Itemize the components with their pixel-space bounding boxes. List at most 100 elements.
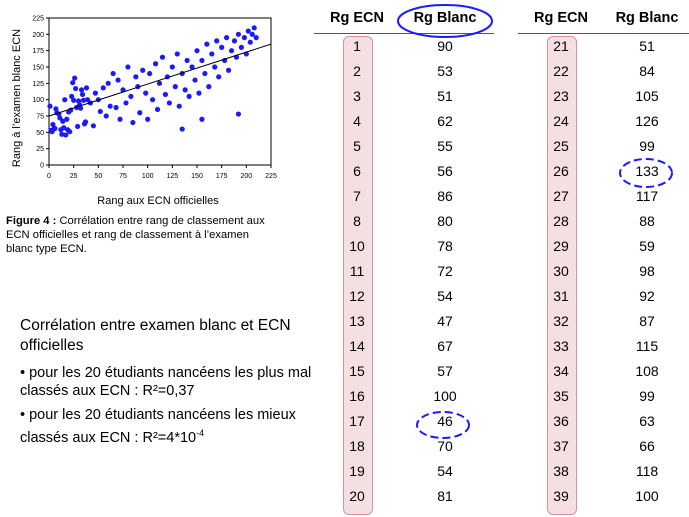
y-tick-label: 200 (32, 32, 44, 39)
right-rank-cell: 39 (553, 488, 569, 504)
y-tick-label: 100 (32, 97, 44, 104)
data-point (100, 85, 106, 91)
data-point (63, 132, 69, 138)
data-point (69, 93, 75, 99)
right-rank-cell: 27 (553, 188, 569, 204)
data-point (130, 119, 136, 126)
data-point (79, 91, 86, 98)
data-point (189, 64, 195, 70)
left-blank-cell: 90 (437, 38, 453, 54)
data-point (166, 100, 172, 106)
right-blank-cell: 59 (639, 238, 655, 254)
right-rank-cell: 26 (553, 163, 569, 179)
x-tick-label: 225 (265, 173, 277, 180)
left-rank-cell: 16 (349, 388, 365, 404)
data-point (199, 116, 205, 122)
right-rank-cell: 33 (553, 338, 569, 354)
right-rank-cell: 24 (553, 113, 569, 129)
right-rank-cell: 30 (553, 263, 569, 279)
data-point (156, 80, 163, 86)
left-rank-cell: 6 (353, 163, 361, 179)
left-blank-cell: 72 (437, 263, 453, 279)
data-point (140, 67, 146, 73)
plot-frame (48, 17, 272, 166)
data-point (83, 85, 90, 91)
bullet-best-20-exponent: -4 (196, 428, 205, 438)
left-rank-cell: 5 (353, 138, 361, 154)
left-rank-cell: 15 (349, 363, 365, 379)
right-rank-cell: 23 (553, 88, 569, 104)
data-point (137, 110, 143, 116)
correlation-heading: Corrélation entre examen blanc et ECN of… (20, 317, 291, 354)
right-rank-cell: 35 (553, 388, 569, 404)
y-tick-label: 75 (36, 114, 44, 121)
right-header-rank: Rg ECN (534, 10, 588, 26)
left-rank-cell: 10 (349, 238, 365, 254)
right-blank-cell: 92 (639, 288, 655, 304)
x-axis-label: Rang aux ECN officielles (97, 195, 219, 207)
left-rank-cell: 4 (353, 113, 361, 129)
right-rank-cell: 32 (553, 313, 569, 329)
left-rank-cell: 14 (349, 338, 365, 354)
right-header-rule (518, 33, 689, 34)
data-point (147, 70, 153, 77)
data-point (61, 125, 67, 131)
left-blank-cell: 70 (437, 438, 453, 454)
left-header-blank: Rg Blanc (413, 10, 477, 26)
left-rank-cell: 3 (353, 88, 361, 104)
y-tick-label: 125 (32, 81, 44, 88)
right-blank-cell: 115 (635, 338, 659, 354)
data-point (52, 125, 58, 132)
left-blank-cell: 56 (437, 163, 453, 179)
data-point (184, 57, 190, 64)
right-rank-cell: 25 (553, 138, 569, 154)
data-point (209, 51, 215, 57)
data-point (60, 118, 66, 124)
data-point (62, 97, 68, 103)
right-blank-cell: 118 (635, 463, 659, 479)
x-tick-label: 0 (47, 173, 51, 180)
x-tick-label: 125 (166, 173, 178, 180)
left-blank-cell: 86 (437, 188, 453, 204)
right-blank-cell: 126 (635, 113, 659, 129)
data-point (67, 129, 73, 135)
data-point (162, 91, 169, 98)
left-blank-cell: 78 (437, 238, 453, 254)
data-point (176, 103, 182, 109)
right-rank-cell: 28 (553, 213, 569, 229)
data-point (75, 123, 81, 130)
data-point (64, 116, 70, 122)
left-rank-cell: 12 (349, 288, 365, 304)
data-point (133, 74, 139, 80)
data-point (212, 64, 218, 70)
left-header-rank: Rg ECN (330, 10, 384, 26)
y-tick-label: 0 (40, 163, 44, 170)
data-point (169, 64, 175, 70)
x-tick-label: 200 (240, 173, 252, 180)
data-point (145, 116, 151, 122)
data-point (90, 123, 96, 129)
left-blank-cell: 46 (437, 413, 453, 429)
y-tick-label: 50 (36, 130, 44, 137)
left-blank-cell: 67 (437, 338, 453, 354)
data-point (72, 75, 78, 81)
data-point (214, 38, 220, 44)
data-point (206, 84, 212, 90)
scatter-plot: 0 25 50 75 100 125 150 175 200 225 0 25 50 75 100 125 15… (11, 16, 277, 208)
data-point (179, 126, 185, 132)
trend-line (48, 43, 272, 117)
data-point (253, 35, 259, 41)
left-blank-cell: 62 (437, 113, 453, 129)
y-tick-label: 25 (36, 146, 44, 153)
right-blank-cell: 88 (639, 213, 655, 229)
x-tick-label: 100 (142, 173, 154, 180)
data-point (47, 103, 53, 109)
right-rank-cell: 22 (553, 63, 569, 79)
left-blank-cell: 51 (437, 88, 453, 104)
data-point (231, 38, 238, 44)
data-point (125, 64, 131, 70)
left-blank-cell: 57 (437, 363, 453, 379)
data-point (247, 39, 253, 45)
data-point (219, 44, 225, 51)
left-blank-cell: 55 (437, 138, 453, 154)
